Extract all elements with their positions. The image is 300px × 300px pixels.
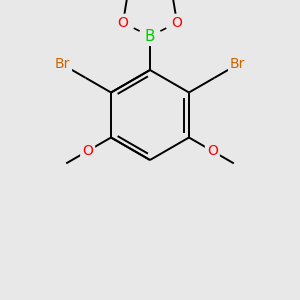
Text: O: O [172,16,182,30]
Text: Br: Br [230,57,245,71]
Text: O: O [82,144,93,158]
Text: O: O [207,144,218,158]
Text: O: O [118,16,128,30]
Text: Br: Br [55,57,70,71]
Text: B: B [145,29,155,44]
